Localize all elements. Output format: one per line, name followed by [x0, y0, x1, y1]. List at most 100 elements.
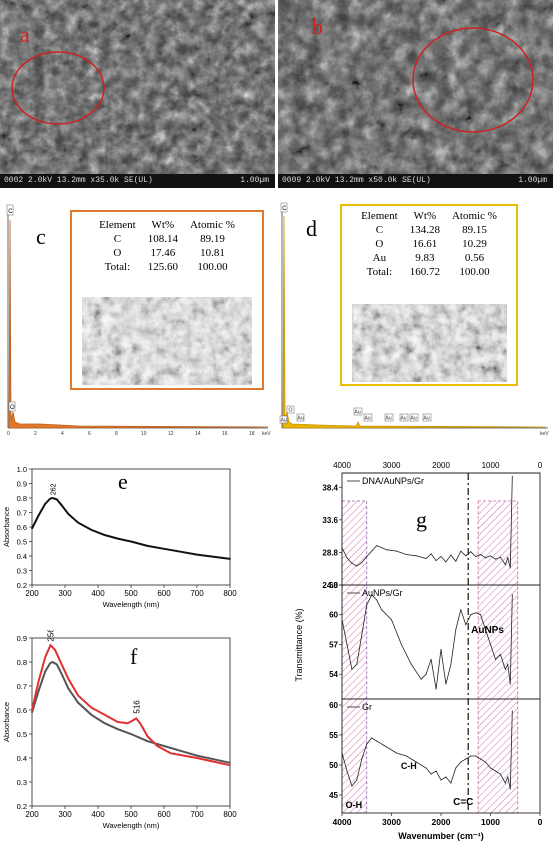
ftir-data-point	[465, 758, 467, 760]
table-cell: Total:	[366, 266, 393, 278]
uv-f-data-point	[54, 649, 56, 651]
eds-panel-d: C Au O Au Au Au Au Au Au Au keV d Elemen…	[278, 200, 553, 440]
ftir-data-point	[410, 663, 412, 665]
uv-f-y-tick-label: 0.8	[17, 658, 27, 667]
eds-axis-unit-c: keV	[262, 431, 271, 437]
peak-label-c-O: O	[10, 405, 15, 411]
ftir-data-point	[371, 737, 373, 739]
uv-f-y-tick-label: 0.5	[17, 730, 27, 739]
uv-vis-chart-f: 200 300 400 500 600 700 800 0.2 0.3 0.4 0.5 0.6 0.7 0…	[0, 630, 250, 843]
ftir-data-point	[507, 776, 509, 778]
ftir-data-point	[490, 767, 491, 769]
ftir-legend-label-0: DNA/AuNPs/Gr	[362, 476, 424, 486]
table-cell: 89.19	[200, 233, 225, 245]
table-cell: C	[113, 233, 122, 245]
ftir-data-point	[346, 770, 348, 772]
ftir-data-point	[450, 782, 452, 784]
ftir-data-point	[504, 564, 506, 566]
uv-f-x-tick-label: 300	[58, 810, 72, 819]
uv-f-data-point	[44, 656, 46, 658]
ftir-y-tick-label: 28.8	[322, 548, 338, 557]
ftir-data-point	[455, 767, 457, 769]
peak-label-d: Au	[401, 416, 407, 422]
uv-f-y-tick-label: 0.2	[17, 802, 27, 811]
table-cell: Au	[372, 252, 387, 264]
uv-f-data-point	[196, 757, 198, 759]
ftir-data-point	[475, 755, 477, 757]
uv-f-x-tick-label: 800	[223, 810, 237, 819]
uv-f-data-point	[49, 662, 51, 664]
ftir-data-point	[480, 553, 482, 555]
ftir-data-point	[371, 594, 373, 596]
table-header: Element	[361, 210, 398, 222]
ftir-data-point	[361, 758, 363, 760]
ftir-y-tick-label: 33.6	[322, 516, 338, 525]
ftir-x-tick-label: 4000	[333, 817, 352, 827]
ftir-data-point	[361, 562, 363, 564]
ftir-data-point	[504, 782, 506, 784]
table-cell: O	[113, 247, 122, 259]
ftir-data-point	[395, 752, 397, 754]
uv-e-x-tick-label: 600	[157, 589, 171, 598]
ftir-y-tick-label: 57	[329, 640, 338, 649]
ftir-data-point	[460, 761, 462, 763]
ftir-data-point	[420, 678, 422, 680]
ftir-data-point	[470, 614, 472, 616]
ftir-data-point	[485, 629, 487, 631]
ftir-top-tick-label: 2000	[432, 461, 450, 470]
uv-e-y-tick-label: 0.8	[17, 494, 27, 503]
table-cell: 0.56	[464, 252, 485, 264]
uv-f-data-point	[60, 673, 63, 675]
table-cell: 10.81	[200, 247, 225, 259]
uv-e-data-point	[67, 513, 70, 515]
uv-f-data-point	[140, 723, 142, 726]
uv-f-peak-label-0: 256	[46, 630, 55, 642]
uv-e-data-point	[103, 534, 106, 536]
uv-f-series-line-1	[31, 643, 231, 767]
eds-tick-c-4: 4	[61, 431, 64, 437]
uv-f-y-tick-label: 0.4	[17, 754, 27, 763]
uv-e-y-tick-label: 0.9	[17, 480, 27, 489]
uv-e-data-point	[212, 555, 215, 558]
eds-sem-inset-d	[352, 304, 507, 382]
uv-f-data-point	[117, 728, 119, 730]
eds-panel-c: C O 0 2 4 6 8 10 12 14 16 18 keV c Eleme…	[0, 200, 275, 440]
uv-f-y-tick-label: 0.7	[17, 682, 27, 691]
ftir-data-point	[480, 614, 482, 616]
ftir-y-tick-label: 63	[329, 581, 338, 590]
ftir-data-point	[445, 683, 447, 685]
uv-e-series-line-0	[31, 496, 231, 560]
uv-f-data-point	[49, 644, 52, 646]
uv-e-data-point	[130, 540, 132, 543]
table-header: Atomic %	[451, 210, 497, 222]
uv-e-x-tick-label: 400	[91, 589, 105, 598]
ftir-data-point	[356, 779, 358, 781]
table-header: Wt%	[151, 219, 175, 231]
eds-spectrum-c: C O 0 2 4 6 8 10 12 14 16 18 keV	[6, 204, 271, 437]
ftir-data-point	[475, 612, 477, 614]
table-cell: 100.00	[459, 266, 490, 278]
ftir-data-point	[485, 557, 487, 559]
ftir-data-point	[386, 746, 388, 748]
uv-vis-svg-e: 200 300 400 500 600 700 800 0.2 0.3 0.4 0.5 0.6 0.7 0…	[2, 465, 237, 609]
ftir-y-axis-label: Transmittance (%)	[294, 608, 304, 681]
peak-label-d: Au	[298, 416, 304, 422]
ftir-subplot-frame-2	[341, 698, 541, 814]
ftir-data-point	[346, 643, 348, 645]
uv-f-data-point	[44, 670, 46, 673]
table-cell: 108.14	[147, 233, 178, 245]
uv-f-data-point	[156, 745, 159, 747]
ftir-x-tick-label: 3000	[382, 817, 401, 827]
uv-f-peak-label-1: 516	[132, 700, 141, 714]
table-cell: O	[375, 238, 384, 250]
ftir-data-point	[511, 475, 513, 477]
uv-f-data-point	[67, 687, 70, 690]
uv-vis-chart-e: 200 300 400 500 600 700 800 0.2 0.3 0.4 0.5 0.6 0.7 0…	[0, 455, 250, 615]
uv-f-data-point	[90, 714, 93, 716]
table-cell: 16.61	[412, 238, 438, 250]
ftir-y-tick-label: 24.0	[322, 581, 338, 590]
highlight-ellipse-a	[11, 51, 105, 125]
ftir-data-point	[405, 755, 407, 757]
eds-tick-c-8: 8	[115, 431, 118, 437]
uv-f-data-point	[103, 722, 106, 724]
